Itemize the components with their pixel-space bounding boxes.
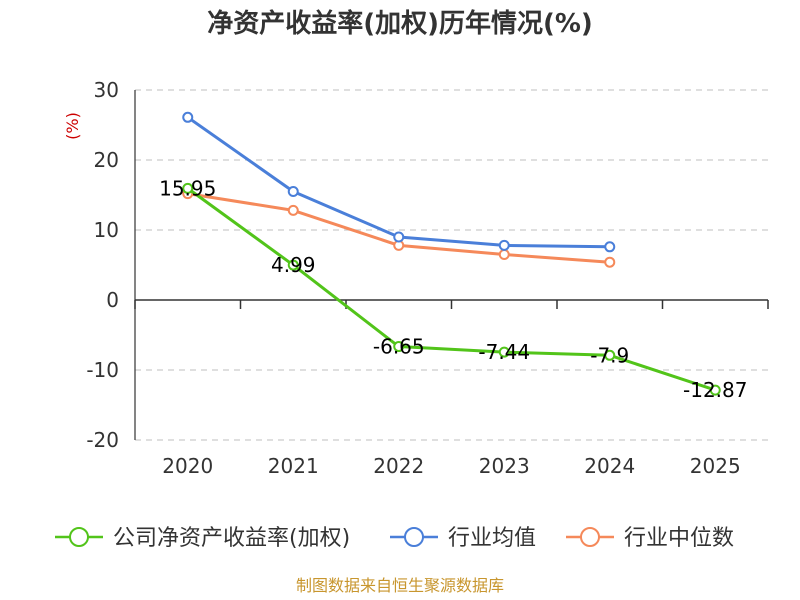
data-labels: 15.95 4.99 -6.65 -7.44 -7.9 -12.87 — [159, 176, 747, 402]
source-note: 制图数据来自恒生聚源数据库 — [296, 576, 504, 595]
x-tick-label: 2023 — [479, 454, 530, 478]
x-tick-label: 2025 — [690, 454, 741, 478]
data-point — [287, 186, 299, 197]
y-tick-label: 20 — [94, 148, 119, 172]
series-2 — [182, 188, 616, 268]
series-line — [186, 187, 716, 392]
x-tick-label: 2024 — [584, 454, 635, 478]
data-point — [498, 249, 510, 260]
data-label: -12.87 — [683, 378, 747, 402]
data-label: -7.9 — [590, 343, 629, 367]
y-tick-label: 30 — [94, 78, 119, 102]
series-line — [187, 192, 610, 264]
x-tick-label: 2022 — [373, 454, 424, 478]
y-tick-label: -20 — [86, 428, 119, 452]
y-tick-label: -10 — [86, 358, 119, 382]
series-0 — [182, 182, 721, 396]
data-point — [182, 182, 194, 194]
legend-label: 行业均值 — [448, 526, 536, 551]
data-point — [604, 256, 616, 268]
data-point — [287, 259, 299, 271]
y-tick-label: 10 — [94, 218, 119, 242]
chart-title: 净资产收益率(加权)历年情况(%) — [207, 8, 593, 39]
legend-label: 行业中位数 — [624, 526, 734, 551]
data-point — [182, 111, 194, 123]
legend-label: 公司净资产收益率(加权) — [113, 526, 350, 551]
data-label: -7.44 — [478, 340, 530, 364]
series-1 — [182, 111, 616, 253]
y-axis-label: (%) — [63, 112, 82, 140]
legend: 公司净资产收益率(加权) 行业均值 行业中位数 — [55, 526, 734, 551]
legend-marker — [69, 527, 89, 547]
grid-lines — [135, 89, 768, 441]
data-point — [498, 346, 510, 358]
legend-marker — [404, 527, 424, 547]
data-point — [393, 341, 405, 353]
data-point — [709, 384, 721, 396]
data-label: 15.95 — [159, 176, 216, 200]
data-point — [498, 239, 510, 251]
x-tick-label: 2020 — [162, 454, 213, 478]
legend-marker — [580, 527, 600, 547]
data-label: 4.99 — [271, 253, 316, 277]
y-tick-labels: 30 20 10 0 -10 -20 — [86, 78, 119, 452]
legend-item: 行业均值 — [390, 526, 536, 551]
x-tick-labels: 2020 2021 2022 2023 2024 2025 — [162, 454, 740, 478]
axes — [134, 90, 769, 440]
legend-item: 行业中位数 — [566, 526, 734, 551]
data-label: -6.65 — [373, 335, 425, 359]
data-point — [604, 349, 616, 361]
series-lines — [182, 111, 721, 396]
series-line — [186, 116, 610, 249]
legend-item: 公司净资产收益率(加权) — [55, 526, 350, 551]
data-point — [287, 204, 299, 216]
data-point — [393, 231, 405, 243]
data-point — [604, 241, 616, 253]
y-tick-label: 0 — [106, 288, 119, 312]
x-tick-label: 2021 — [268, 454, 319, 478]
